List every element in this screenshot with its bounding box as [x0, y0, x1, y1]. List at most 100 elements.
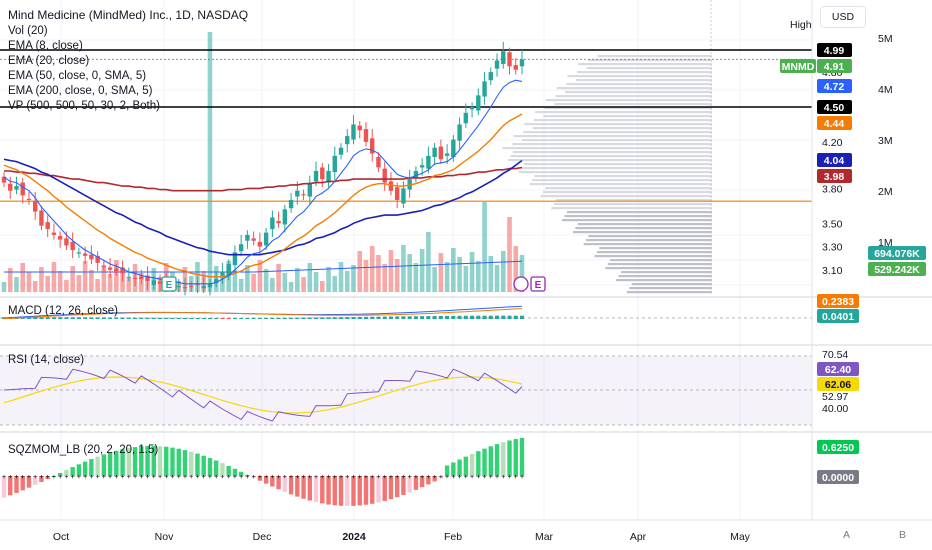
candle-body-53	[332, 155, 337, 173]
signal-line	[3, 308, 523, 320]
sqz-dot-47: +	[295, 474, 299, 481]
sqz-dot-38: +	[239, 474, 243, 481]
sqz-bar-48	[301, 476, 306, 499]
legend-macd[interactable]: MACD (12, 26, close)	[8, 305, 118, 317]
x-tick-Oct: Oct	[53, 531, 69, 543]
macd-hist-37	[232, 317, 237, 319]
volume-bar-48	[301, 277, 306, 292]
macd-hist-25	[158, 317, 163, 319]
profile-row-33	[545, 187, 712, 190]
sqz-bar-24	[151, 446, 156, 476]
volume-bar-46	[288, 282, 294, 292]
sqz-bar-0	[1, 476, 7, 498]
macd-hist-36	[226, 318, 231, 320]
macd-hist-57	[357, 316, 362, 319]
volume-bar-79	[494, 265, 500, 292]
profile-row-37	[553, 203, 712, 206]
candle-body-51	[320, 167, 325, 180]
sqz-dot-63: +	[395, 474, 399, 481]
macd-hist-75	[470, 315, 475, 319]
horizontal-lines[interactable]	[0, 49, 812, 202]
volume-bar-13	[82, 261, 88, 292]
candle-body-33	[207, 283, 213, 288]
sqz-dot-5: +	[33, 474, 37, 481]
sqz-bar-12	[76, 464, 82, 476]
profile-row-48	[599, 247, 712, 250]
sqz-dot-71: +	[445, 474, 449, 481]
x-tick-Apr: Apr	[630, 531, 647, 543]
tag-value-2: 4.72	[824, 81, 845, 93]
macd-hist-47	[295, 317, 300, 319]
candle-body-8	[51, 232, 57, 235]
legend-volume[interactable]: Vol (20)	[8, 25, 48, 37]
sqz-dot-9: +	[58, 474, 62, 481]
ema50-line	[3, 158, 523, 256]
candle-body-60	[376, 156, 381, 168]
legend-sqzmom[interactable]: SQZMOM_LB (20, 2, 20, 1.5)	[8, 444, 159, 456]
indicator-tag-bg-1	[817, 309, 859, 323]
sqz-bar-13	[82, 461, 88, 476]
sqz-bar-14	[89, 459, 94, 476]
price-tags: 4.99 4.91 MNMD 4.72 4.50 4.44 4.04 3.98 694.076K…	[780, 43, 926, 484]
tag-value-0: 4.99	[824, 45, 845, 57]
tag-value-6: 3.98	[824, 171, 845, 183]
candle-body-48	[301, 194, 306, 196]
volume-bar-9	[57, 271, 63, 292]
sqz-bar-75	[469, 453, 475, 476]
sqz-dot-28: +	[177, 474, 181, 481]
legend-ema50[interactable]: EMA (50, close, 0, SMA, 5)	[8, 70, 147, 82]
legend-ema20[interactable]: EMA (20, close)	[8, 55, 90, 67]
macd-hist-70	[438, 315, 443, 319]
volume-bar-14	[89, 270, 94, 292]
volume-bar-47	[295, 268, 300, 292]
sqz-dot-33: +	[208, 474, 212, 481]
indicator-tag-2: 62.40	[825, 364, 851, 376]
volume-bar-70	[438, 253, 444, 292]
legend-ema8[interactable]: EMA (8, close)	[8, 40, 83, 52]
volume-bar-37	[232, 270, 238, 292]
chart-title: Mind Medicine (MindMed) Inc., 1D, NASDAQ	[8, 8, 249, 22]
profile-row-10	[555, 95, 712, 98]
candle-body-45	[282, 209, 288, 225]
sqz-dot-82: +	[514, 474, 518, 481]
volume-bar-78	[488, 256, 494, 292]
button-a[interactable]: A	[843, 529, 851, 541]
profile-row-54	[620, 271, 712, 274]
sqz-bar-49	[307, 476, 313, 501]
earnings-marker-label-0: E	[166, 280, 173, 291]
sqz-dot-23: +	[145, 474, 149, 481]
sqz-dot-46: +	[289, 474, 293, 481]
sqz-bar-56	[351, 476, 356, 506]
profile-row-6	[575, 79, 712, 82]
macd-hist-33	[207, 317, 212, 319]
button-b[interactable]: B	[899, 529, 907, 541]
candle-body-30	[189, 286, 194, 288]
candlesticks	[1, 41, 525, 296]
tag-bg-6	[817, 169, 852, 183]
macd-hist-41	[257, 317, 262, 319]
macd-hist-65	[407, 316, 412, 319]
sqz-dot-36: +	[227, 474, 231, 481]
volume-tag-bg-1	[868, 262, 926, 276]
sqz-dot-81: +	[507, 474, 511, 481]
volume-bar-56	[351, 265, 356, 292]
legend-rsi[interactable]: RSI (14, close)	[8, 354, 85, 366]
profile-row-17	[524, 123, 712, 126]
volume-bar-5	[32, 281, 38, 292]
sqz-dot-44: +	[277, 474, 281, 481]
legend-volume-profile[interactable]: VP (500, 500, 50, 30, 2, Both)	[8, 100, 160, 112]
profile-row-1	[587, 59, 712, 62]
candle-body-46	[288, 200, 294, 209]
sqz-dot-16: +	[102, 474, 106, 481]
sqz-bar-31	[195, 453, 200, 476]
candle-body-42	[263, 232, 269, 246]
legend-ema200[interactable]: EMA (200, close, 0, SMA, 5)	[8, 85, 153, 97]
currency-button[interactable]: USD	[820, 6, 866, 28]
profile-row-36	[556, 199, 712, 202]
profile-row-26	[508, 159, 712, 162]
sqz-dot-52: +	[326, 474, 330, 481]
sqz-dot-60: +	[376, 474, 380, 481]
rsi-band	[0, 356, 812, 425]
